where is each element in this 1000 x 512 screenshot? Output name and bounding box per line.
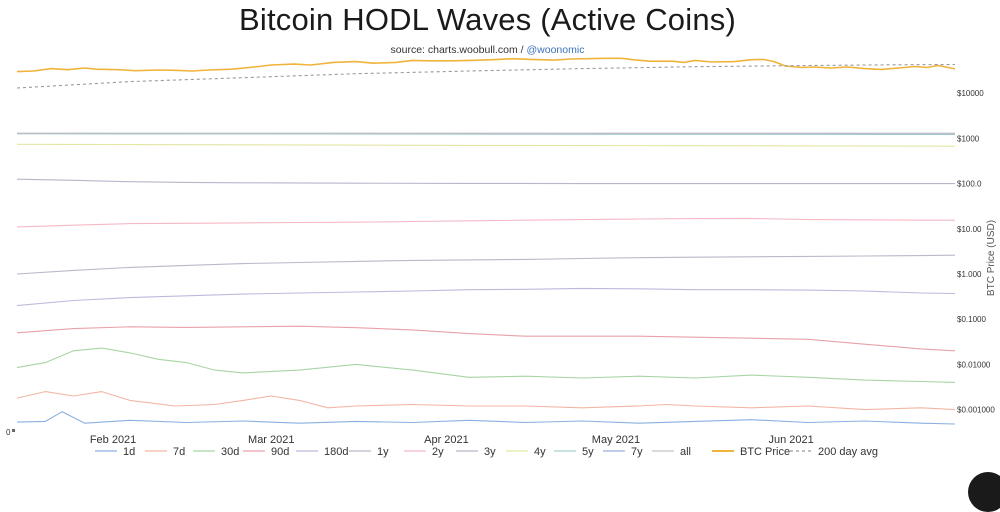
- series-line-1d: [17, 412, 955, 424]
- y-tick-label: $0.1000: [957, 315, 986, 324]
- x-tick-label: May 2021: [592, 434, 640, 446]
- y-tick-label: $100.0: [957, 180, 982, 189]
- series-line-7d: [17, 392, 955, 410]
- legend-item-label[interactable]: 4y: [534, 446, 546, 458]
- left-axis-marker: [12, 429, 15, 432]
- legend-item-label[interactable]: 200 day avg: [818, 446, 878, 458]
- y-tick-label: $10000: [957, 89, 984, 98]
- y-tick-label: $1.000: [957, 270, 982, 279]
- x-tick-label: Apr 2021: [424, 434, 469, 446]
- legend-item-label[interactable]: 90d: [271, 446, 289, 458]
- legend-item-label[interactable]: BTC Price: [740, 446, 790, 458]
- series-line-1y: [17, 255, 955, 274]
- y-tick-label: $10.00: [957, 225, 982, 234]
- series-line-90d: [17, 326, 955, 351]
- series-line-3y: [17, 179, 955, 183]
- y-tick-label: $1000: [957, 134, 980, 143]
- legend-item-label[interactable]: 7y: [631, 446, 643, 458]
- y-tick-label: $0.001000: [957, 406, 995, 415]
- x-tick-label: Jun 2021: [768, 434, 813, 446]
- legend-item-label[interactable]: 2y: [432, 446, 444, 458]
- hodl-waves-chart: 0 $10000 $1000 $100.0 $10.00 $1.000 $0.1000 $0.…: [0, 0, 1000, 491]
- legend-item-label[interactable]: all: [680, 446, 691, 458]
- legend-item-label[interactable]: 1d: [123, 446, 135, 458]
- legend-item-label[interactable]: 30d: [221, 446, 239, 458]
- legend-item-label[interactable]: 5y: [582, 446, 594, 458]
- y-tick-label: $0.01000: [957, 360, 991, 369]
- legend-item-label[interactable]: 1y: [377, 446, 389, 458]
- floating-action-button[interactable]: [968, 472, 1000, 512]
- legend-item-label[interactable]: 180d: [324, 446, 348, 458]
- series-line-180d: [17, 288, 955, 305]
- legend-item-label[interactable]: 7d: [173, 446, 185, 458]
- y-axis-label: BTC Price (USD): [986, 220, 997, 296]
- left-axis-tick-label: 0: [6, 428, 11, 437]
- legend-item-label[interactable]: 3y: [484, 446, 496, 458]
- series-line-2y: [17, 218, 955, 227]
- series-line-200-day-avg: [17, 65, 955, 89]
- series-line-30d: [17, 348, 955, 382]
- x-tick-label: Mar 2021: [248, 434, 294, 446]
- x-tick-label: Feb 2021: [90, 434, 136, 446]
- series-line-btc-price: [17, 58, 955, 71]
- series-line-4y: [17, 144, 955, 146]
